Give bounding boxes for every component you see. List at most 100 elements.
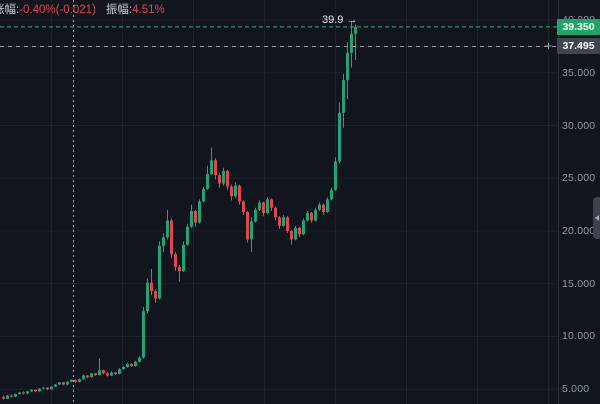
candle-body <box>230 186 233 197</box>
candle-body <box>70 379 73 382</box>
candle-body <box>94 373 97 375</box>
amplitude-value: 4.51% <box>132 4 165 16</box>
candle-body <box>218 175 221 184</box>
candle-body <box>154 291 157 299</box>
candle-body <box>58 382 61 385</box>
candle-body <box>146 282 149 312</box>
candle-body <box>282 217 285 226</box>
candle-body <box>310 213 313 221</box>
candle-body <box>266 199 269 214</box>
candle-body <box>78 379 81 382</box>
candle-body <box>342 80 345 113</box>
candle-body <box>246 212 249 240</box>
candle-body <box>350 33 353 53</box>
peak-price-annotation: 39.9 → <box>322 14 357 26</box>
candle-body <box>6 395 9 399</box>
candle-body <box>158 245 161 299</box>
chevron-left-icon <box>594 215 599 221</box>
candle-body <box>134 361 137 367</box>
candle-body <box>118 369 121 374</box>
candle-body <box>82 375 85 380</box>
candle-body <box>294 227 297 240</box>
candle-body <box>238 185 241 202</box>
candle-body <box>102 370 105 374</box>
candle-body <box>2 397 5 399</box>
candle-body <box>334 161 337 190</box>
candle-body <box>210 160 213 175</box>
candle-body <box>66 381 69 385</box>
candle-body <box>178 266 181 272</box>
candle-body <box>10 395 13 397</box>
current-price-badge: 39.350 <box>557 18 600 35</box>
candle-body <box>170 220 173 255</box>
candle-body <box>314 209 317 221</box>
amplitude-label: 振幅: <box>105 4 133 16</box>
candle-body <box>34 389 37 392</box>
candle-body <box>98 370 101 375</box>
candle-body <box>166 220 169 238</box>
candle-body <box>226 170 229 187</box>
price-tick-label: 15.000 <box>562 277 596 290</box>
candle-body <box>346 52 349 81</box>
change-value: -0.40%(-0.021) <box>19 4 96 16</box>
panel-collapse-handle[interactable] <box>593 197 600 239</box>
candle-body <box>298 227 301 235</box>
candle-body <box>162 237 165 246</box>
candle-body <box>30 389 33 392</box>
right-arrow-icon: → <box>346 14 358 26</box>
candle-body <box>110 372 113 376</box>
candle-body <box>150 282 153 292</box>
candle-body <box>74 379 77 382</box>
candle-body <box>302 220 305 235</box>
candle-body <box>106 373 109 376</box>
change-label: 涨幅: <box>0 4 20 16</box>
candle-body <box>142 311 145 358</box>
candle-body <box>174 254 177 267</box>
candle-body <box>234 185 237 197</box>
candle-body <box>258 202 261 210</box>
candle-body <box>114 372 117 374</box>
candle-body <box>322 204 325 213</box>
candle-body <box>250 221 253 240</box>
candle-body <box>202 188 205 202</box>
candle-body <box>222 170 225 184</box>
candle-body <box>306 213 309 221</box>
candle-body <box>274 207 277 218</box>
candle-body <box>18 392 21 394</box>
candle-body <box>86 375 89 378</box>
price-axis-separator <box>558 0 559 404</box>
candle-body <box>26 391 29 394</box>
candle-body <box>330 189 333 200</box>
candle-body <box>38 388 41 392</box>
price-tick-label: 5.000 <box>562 383 590 396</box>
price-tick-label: 10.000 <box>562 330 596 343</box>
candle-body <box>286 217 289 232</box>
candle-body <box>54 384 57 387</box>
candle-body <box>326 199 329 213</box>
stats-overlay: 涨幅:-0.40%(-0.021) 振幅:4.51% <box>0 1 165 17</box>
candle-body <box>90 373 93 378</box>
price-tick-label: 20.000 <box>562 225 596 237</box>
add-order-button[interactable]: + <box>544 38 553 54</box>
candle-body <box>338 112 341 162</box>
candle-body <box>242 201 245 213</box>
candle-body <box>138 357 141 362</box>
candle-body <box>262 202 265 214</box>
candle-body <box>126 363 129 368</box>
peak-price-text: 39.9 <box>322 14 344 26</box>
price-tick-label: 35.000 <box>562 66 596 79</box>
candle-body <box>22 392 25 394</box>
candle-body <box>254 209 257 222</box>
candle-body <box>186 226 189 245</box>
candle-body <box>122 367 125 370</box>
candle-body <box>182 244 185 272</box>
candle-body <box>354 26 357 34</box>
candle-body <box>318 204 321 210</box>
candle-body <box>214 160 217 176</box>
order-price-badge[interactable]: 37.495 <box>557 38 600 55</box>
candle-body <box>62 382 65 385</box>
candle-body <box>130 363 133 367</box>
